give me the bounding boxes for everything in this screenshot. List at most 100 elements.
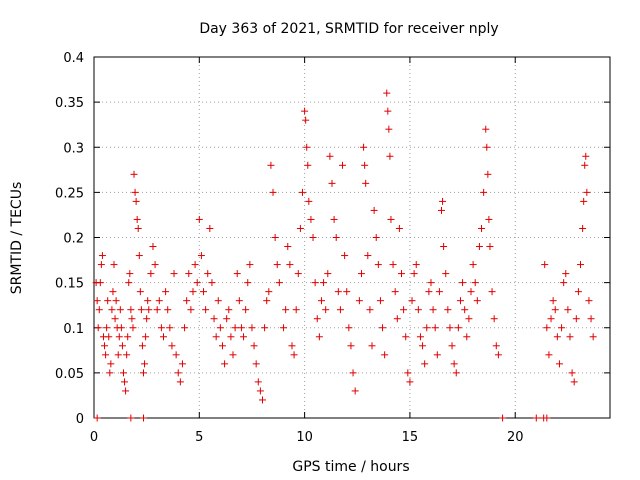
- data-point: [157, 324, 165, 332]
- data-point: [106, 369, 114, 377]
- data-point: [361, 161, 369, 169]
- data-point: [397, 270, 405, 278]
- data-point: [110, 261, 118, 269]
- x-tick-label: 5: [195, 430, 203, 445]
- data-point: [286, 261, 294, 269]
- data-point: [461, 306, 469, 314]
- data-point: [560, 279, 568, 287]
- data-point: [459, 279, 467, 287]
- data-point: [545, 351, 553, 359]
- data-point: [244, 279, 252, 287]
- data-point: [541, 261, 549, 269]
- data-point: [292, 306, 300, 314]
- data-point: [307, 215, 315, 223]
- data-point: [336, 306, 344, 314]
- data-point: [301, 107, 309, 115]
- data-point: [172, 351, 180, 359]
- data-point: [93, 414, 101, 422]
- data-point: [579, 224, 587, 232]
- data-point: [240, 333, 248, 341]
- data-point: [326, 152, 334, 160]
- data-point: [315, 333, 323, 341]
- data-point: [258, 396, 266, 404]
- data-point: [142, 333, 150, 341]
- data-point: [364, 252, 372, 260]
- data-point: [402, 333, 410, 341]
- data-point: [463, 333, 471, 341]
- data-point: [263, 297, 271, 305]
- data-point: [532, 414, 540, 422]
- data-point: [233, 270, 241, 278]
- data-point: [368, 342, 376, 350]
- y-tick-label: 0.05: [55, 367, 84, 382]
- data-point: [555, 360, 563, 368]
- data-point: [202, 306, 210, 314]
- data-point: [553, 333, 561, 341]
- data-point: [101, 342, 109, 350]
- data-point: [570, 378, 578, 386]
- data-point: [200, 288, 208, 296]
- data-point: [549, 297, 557, 305]
- data-point: [250, 342, 258, 350]
- data-point: [111, 315, 119, 323]
- data-point: [305, 197, 313, 205]
- chart-title: Day 363 of 2021, SRMTID for receiver npl…: [199, 21, 498, 37]
- data-point: [288, 342, 296, 350]
- data-point: [294, 270, 302, 278]
- data-point: [444, 306, 452, 314]
- data-point: [221, 360, 229, 368]
- y-tick-label: 0.15: [55, 277, 84, 292]
- data-point: [324, 270, 332, 278]
- y-tick-labels: 0 0.05 0.1 0.15 0.2 0.25 0.3 0.35 0.4: [55, 51, 84, 427]
- data-point: [547, 315, 555, 323]
- data-point: [360, 143, 368, 151]
- data-point: [151, 261, 159, 269]
- data-point: [446, 324, 454, 332]
- data-point: [372, 234, 380, 241]
- data-point: [162, 288, 170, 296]
- data-point: [145, 306, 153, 314]
- data-point: [135, 252, 143, 260]
- data-point: [414, 306, 422, 314]
- data-point: [317, 297, 325, 305]
- y-tick-label: 0: [76, 412, 84, 427]
- data-point: [104, 297, 112, 305]
- data-point: [492, 342, 500, 350]
- data-point: [349, 369, 357, 377]
- data-point: [187, 306, 195, 314]
- data-point: [94, 324, 102, 332]
- data-point: [580, 197, 588, 205]
- data-point: [119, 369, 127, 377]
- data-point: [116, 306, 124, 314]
- data-point: [130, 170, 138, 178]
- data-point: [467, 288, 475, 296]
- data-point: [332, 234, 340, 241]
- data-point: [366, 306, 374, 314]
- data-point: [450, 360, 458, 368]
- data-point: [103, 324, 111, 332]
- data-point: [427, 279, 435, 287]
- data-point: [435, 288, 443, 296]
- data-point: [216, 324, 224, 332]
- data-point: [183, 297, 191, 305]
- data-point: [303, 143, 311, 151]
- data-point: [483, 143, 491, 151]
- data-point: [423, 324, 431, 332]
- data-point: [95, 306, 103, 314]
- data-point: [131, 188, 139, 196]
- data-point: [218, 342, 226, 350]
- data-point: [242, 306, 250, 314]
- data-point: [484, 170, 492, 178]
- data-point: [564, 306, 572, 314]
- data-point: [296, 224, 304, 232]
- data-point: [543, 324, 551, 332]
- data-point: [248, 324, 256, 332]
- data-point: [577, 261, 585, 269]
- data-point: [96, 279, 104, 287]
- data-point: [582, 152, 590, 160]
- data-point: [381, 351, 389, 359]
- data-point: [137, 306, 145, 314]
- data-point: [271, 234, 279, 241]
- data-point: [235, 297, 243, 305]
- data-point: [164, 306, 172, 314]
